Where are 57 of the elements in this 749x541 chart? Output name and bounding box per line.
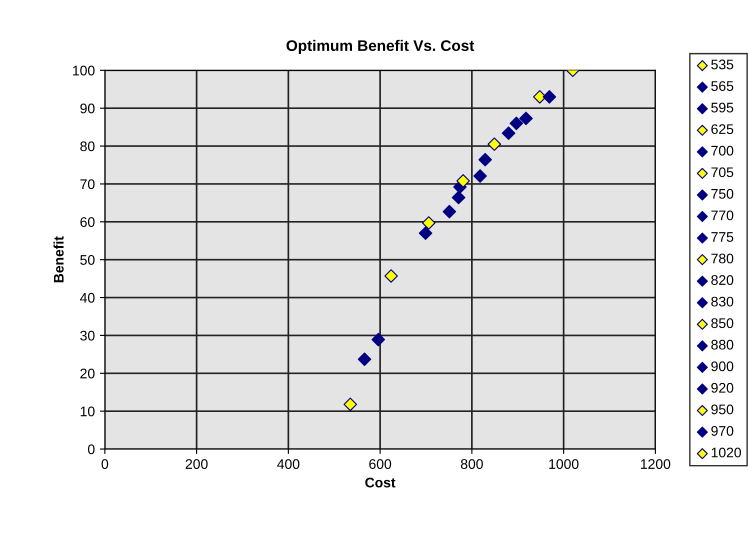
point	[542, 90, 556, 104]
point	[372, 332, 386, 346]
legend-label: 780	[711, 254, 734, 264]
legend-label: 595	[711, 102, 734, 112]
x-tick-label: 0	[102, 459, 108, 469]
x-tick-label: 200	[186, 459, 208, 469]
x-axis-title: Cost	[365, 478, 396, 488]
legend-label: 705	[711, 167, 734, 178]
y-tick-label: 20	[80, 368, 95, 378]
legend-label: 950	[711, 404, 734, 414]
y-tick-label: 70	[80, 179, 95, 190]
legend-label: 900	[711, 361, 734, 372]
chart-title: Optimum Benefit Vs. Cost	[286, 40, 474, 54]
point	[488, 137, 502, 151]
point	[422, 216, 436, 230]
point	[456, 174, 470, 188]
point	[478, 152, 492, 166]
legend-label: 830	[711, 296, 734, 307]
y-tick-label: 10	[80, 406, 95, 416]
y-tick-label: 90	[80, 104, 95, 114]
point	[533, 90, 547, 104]
legend-label: 565	[711, 81, 734, 91]
y-axis-title: Benefit	[53, 236, 64, 282]
y-tick-label: 100	[73, 66, 95, 76]
legend-label: 820	[711, 275, 734, 285]
y-tick-label: 60	[80, 217, 95, 227]
legend-label: 920	[711, 382, 734, 393]
legend-label: 750	[711, 188, 734, 199]
y-tick-label: 30	[80, 330, 95, 341]
point	[344, 398, 358, 412]
x-tick-label: 800	[460, 459, 483, 469]
x-tick-label: 1000	[549, 459, 579, 469]
legend-label: 1020	[712, 448, 742, 458]
point	[510, 116, 524, 130]
x-tick-label: 1200	[640, 459, 670, 469]
legend-label: 880	[711, 340, 734, 350]
legend-label: 770	[711, 210, 734, 220]
y-tick-label: 0	[88, 444, 95, 454]
legend-label: 625	[711, 124, 734, 134]
y-tick-label: 80	[80, 141, 95, 152]
point	[452, 190, 466, 204]
x-tick-label: 400	[277, 459, 300, 469]
legend-label: 970	[711, 426, 734, 436]
point	[442, 204, 456, 218]
y-tick-label: 40	[80, 292, 95, 303]
legend-label: 850	[711, 318, 734, 328]
legend-label: 775	[711, 232, 734, 242]
x-tick-label: 600	[369, 459, 392, 469]
point	[502, 126, 516, 140]
point	[519, 112, 533, 126]
point	[418, 226, 432, 240]
point	[358, 352, 372, 366]
legend-label: 700	[711, 146, 734, 156]
y-tick-label: 50	[80, 255, 95, 265]
point	[473, 169, 487, 183]
point	[384, 269, 398, 283]
legend-label: 535	[711, 60, 734, 70]
